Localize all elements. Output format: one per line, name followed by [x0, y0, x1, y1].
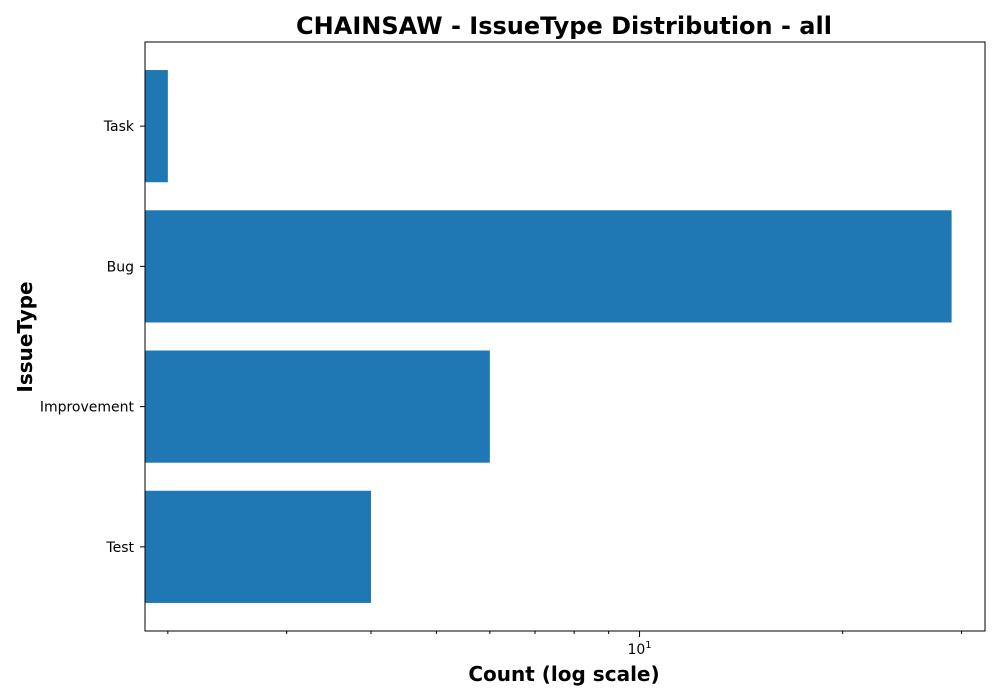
y-axis-label: IssueType — [13, 281, 37, 392]
y-tick-label-improvement: Improvement — [40, 400, 135, 416]
y-tick-label-bug: Bug — [107, 259, 134, 275]
plot-area-frame — [144, 41, 986, 632]
bar-task — [145, 70, 168, 183]
bars — [145, 70, 952, 603]
x-axis-label: Count (log scale) — [468, 662, 659, 686]
bar-improvement — [145, 350, 490, 463]
x-axis-ticks: 101 — [167, 631, 963, 658]
bar-test — [145, 490, 371, 603]
chart-title: CHAINSAW - IssueType Distribution - all — [296, 12, 832, 40]
x-tick-label: 101 — [627, 640, 651, 658]
bar-bug — [145, 210, 952, 323]
y-tick-label-test: Test — [105, 540, 134, 556]
y-tick-label-task: Task — [103, 119, 135, 135]
y-axis-ticks: Task Bug Improvement Test — [40, 119, 145, 556]
